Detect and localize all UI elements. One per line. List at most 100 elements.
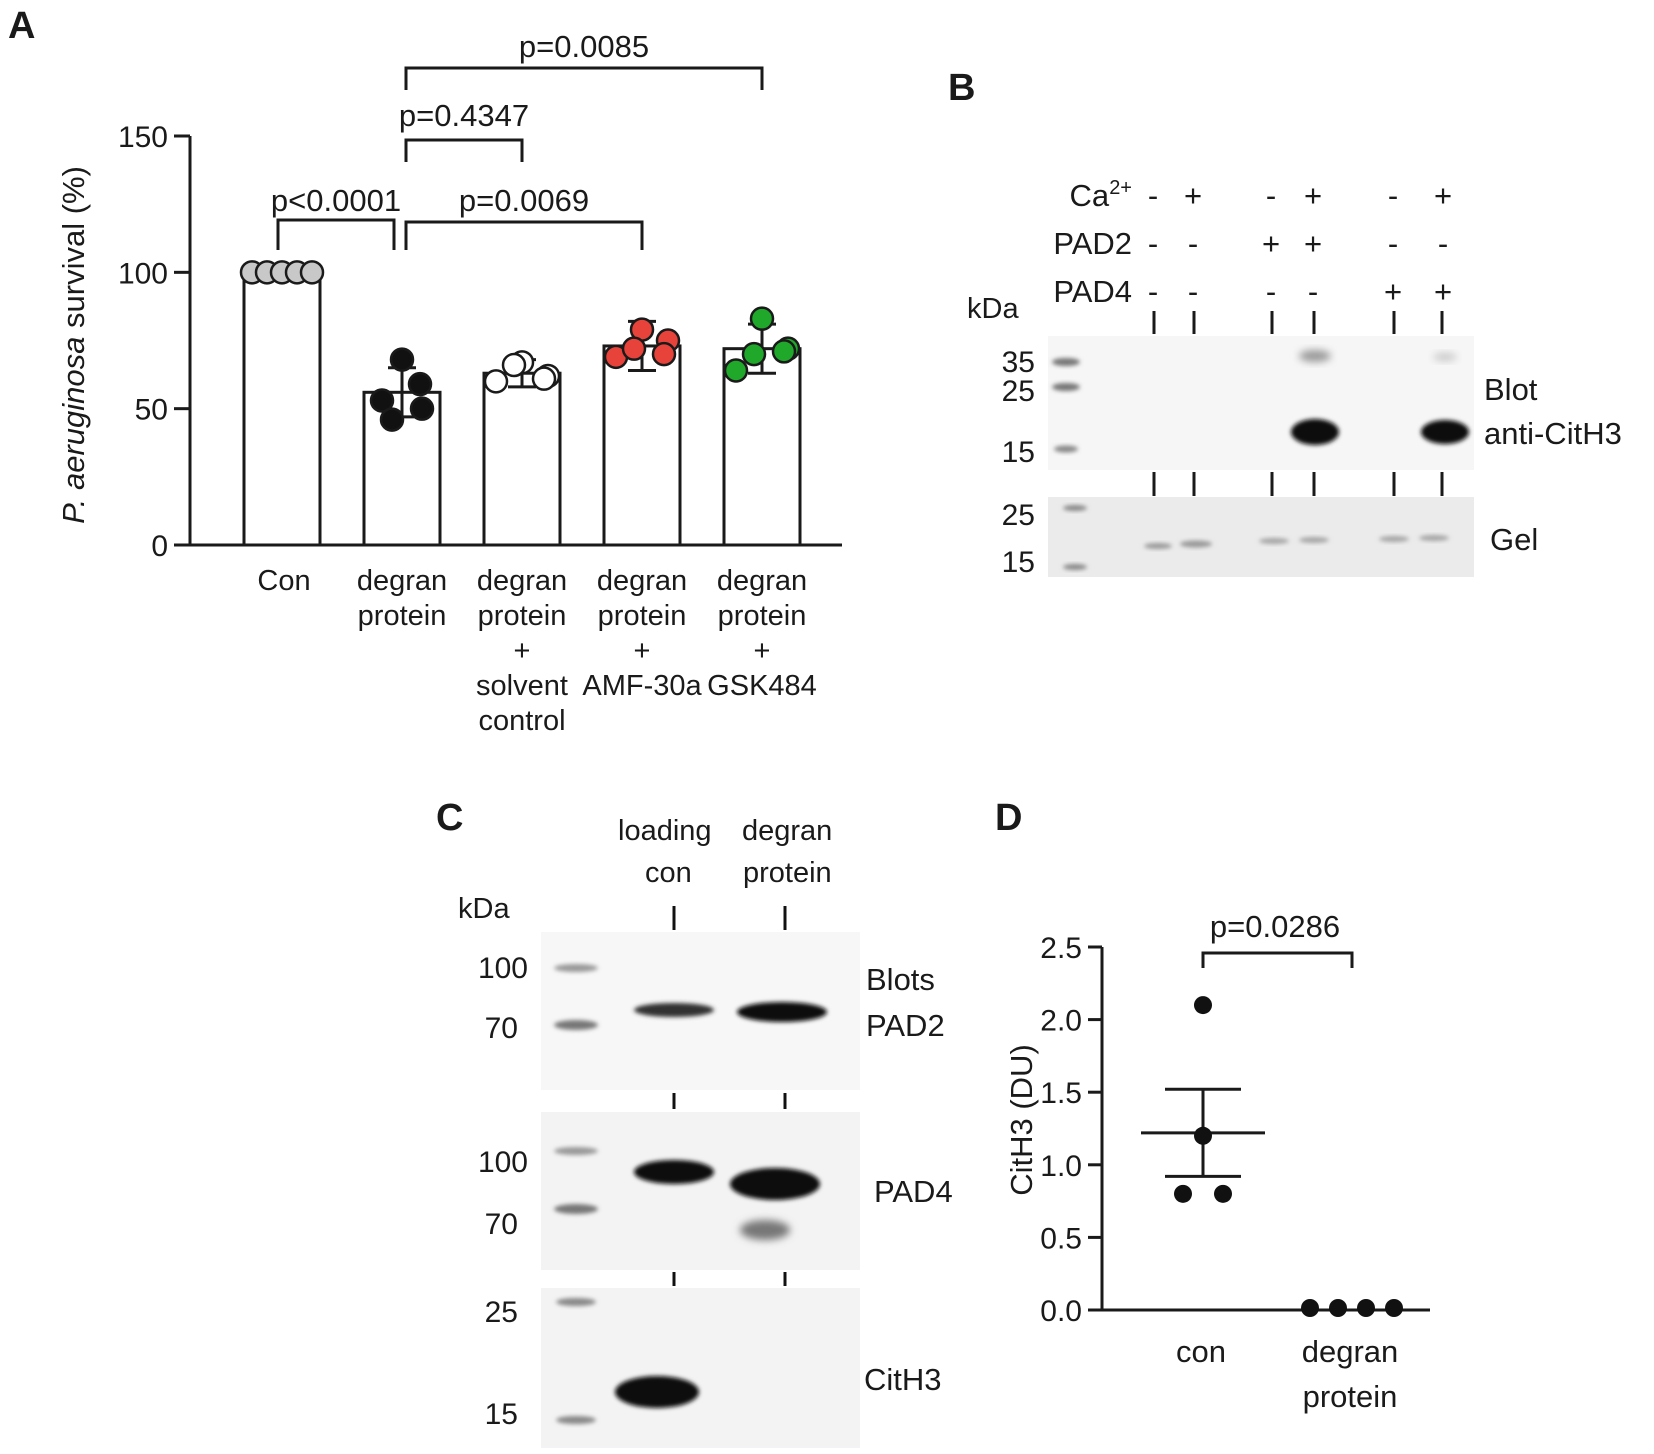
blot-b-sign: - (1266, 178, 1276, 213)
blot-b-bands (1291, 350, 1469, 445)
chart-d-x-labels: con degran protein (1176, 1334, 1398, 1414)
chart-a-x-tick-label: protein (718, 600, 807, 632)
chart-a-point (501, 352, 527, 378)
blot-c-label-pad4: PAD4 (874, 1174, 953, 1209)
chart-a-point (771, 339, 797, 364)
chart-a-bar (242, 270, 322, 547)
chart-d-y-tick-label: 1.5 (1040, 1077, 1082, 1110)
blot-c-cith3-marker-25: 25 (485, 1296, 518, 1329)
blot-c-ladders (554, 964, 598, 1424)
blot-b-label-blot: Blot (1484, 372, 1538, 407)
blot-b-lane-ticks (1152, 311, 1444, 496)
chart-a-x-tick-label: control (478, 705, 565, 737)
chart-a-comparison-pvalue: p<0.0001 (271, 183, 401, 218)
chart-a-x-tick-label: solvent (476, 670, 568, 702)
chart-d-point (1214, 1184, 1232, 1203)
blot-c-pad2-marker-100: 100 (478, 952, 528, 985)
chart-d-point (1194, 996, 1212, 1015)
panel-label-c: C (436, 797, 463, 839)
blot-c-lane2-line2: protein (743, 857, 832, 889)
chart-a-comparison-pvalue: p=0.4347 (399, 98, 529, 133)
blot-b-kda-label: kDa (967, 293, 1019, 325)
chart-a-point (651, 341, 677, 367)
blot-b-row-label: PAD4 (1053, 274, 1132, 309)
chart-a-x-tick-label: protein (478, 600, 567, 632)
blot-b-sign: - (1308, 274, 1318, 309)
chart-a-y-label-italic: P. aeruginosa (56, 337, 91, 524)
blot-b-row-label-text: PAD2 (1053, 226, 1132, 261)
chart-a-x-tick-label: GSK484 (707, 670, 817, 702)
chart-a-x-tick-label: degran (477, 565, 567, 597)
chart-a-x-tick-label: AMF-30a (582, 670, 702, 702)
chart-a-bar (602, 344, 682, 547)
blot-b-sign: + (1304, 226, 1322, 261)
chart-a-point (531, 366, 557, 391)
blot-b-sign: - (1388, 226, 1398, 261)
blot-b-row-label: PAD2 (1053, 226, 1132, 261)
chart-a-bar (482, 371, 562, 547)
chart-a-x-tick-label: + (514, 635, 531, 667)
chart-a-point (621, 336, 647, 361)
blot-c-pad2-marker-70: 70 (485, 1012, 518, 1045)
chart-a-bars (242, 270, 802, 547)
chart-a-x-tick-label: degran (597, 565, 687, 597)
chart-a-comparison-pvalue: p=0.0085 (519, 29, 649, 64)
chart-a-x-tick-label: protein (358, 600, 447, 632)
blot-b-sign: - (1148, 226, 1158, 261)
chart-a: P. aeruginosa survival (%) 0 50 100 150 p<0… (56, 29, 842, 737)
blot-b-sign: - (1148, 274, 1158, 309)
chart-d-point (1357, 1299, 1375, 1317)
chart-a-comparison-bracket (404, 220, 644, 250)
blot-c-bands (615, 1002, 827, 1408)
blot-b-sign: - (1188, 226, 1198, 261)
chart-d-axes: 0.0 0.5 1.0 1.5 2.0 2.5 (1040, 932, 1430, 1328)
chart-d-point (1174, 1184, 1192, 1203)
chart-d-y-tick-label: 2.0 (1040, 1005, 1082, 1038)
blot-b-sign: - (1188, 274, 1198, 309)
chart-d-y-axis-label: CitH3 (DU) (1004, 1044, 1039, 1196)
blot-b-membrane (1048, 336, 1474, 470)
chart-a-comparison-pvalue: p=0.0069 (459, 183, 589, 218)
panel-label-b: B (948, 67, 975, 109)
blot-b-row-label: Ca2+ (1070, 177, 1132, 213)
blot-c-pad4-marker-100: 100 (478, 1146, 528, 1179)
blot-panel-b: Ca2+ - + - + - +PAD2- - + + - -PAD4- - - - + + kDa (967, 177, 1622, 579)
chart-a-x-tick-label: degran (717, 565, 807, 597)
chart-a-comparison-bracket (276, 218, 396, 250)
chart-a-x-labels: Con degranproteindegranprotein+solventcon… (257, 565, 816, 737)
blot-b-gel-marker-15: 15 (1002, 546, 1035, 579)
blot-b-label-antibody: anti-CitH3 (1484, 416, 1622, 451)
chart-a-y-tick-label: 150 (118, 121, 168, 154)
chart-a-point (389, 347, 415, 372)
blot-c-cith3-marker-15: 15 (485, 1398, 518, 1431)
blot-b-gel-marker-25: 25 (1002, 499, 1035, 532)
chart-a-x-tick-label: + (754, 635, 771, 667)
chart-d-y-tick-label: 2.5 (1040, 932, 1082, 965)
blot-b-sign: - (1388, 178, 1398, 213)
chart-d: CitH3 (DU) 0.0 0.5 1.0 1.5 2.0 2.5 p=0.0286 c… (1004, 909, 1430, 1414)
blot-b-ladder (1052, 358, 1080, 453)
blot-b-sign: + (1384, 274, 1402, 309)
chart-a-points (239, 260, 801, 432)
chart-a-point (483, 369, 509, 394)
chart-a-point (299, 260, 325, 285)
blot-b-row-label-text: PAD4 (1053, 274, 1132, 309)
chart-a-y-axis-label: P. aeruginosa survival (%) (56, 166, 91, 524)
chart-d-comparison-bracket (1201, 951, 1354, 968)
blot-b-sign: + (1434, 274, 1452, 309)
blot-b-gel (1048, 497, 1474, 577)
chart-a-point (749, 306, 775, 331)
blot-c-pad4-marker-70: 70 (485, 1208, 518, 1241)
blot-b-gel-bands (1144, 535, 1449, 549)
chart-d-x-tick-label: protein (1303, 1379, 1398, 1414)
blot-b-sign: + (1184, 178, 1202, 213)
chart-a-comparisons: p<0.0001 p=0.0069 p=0.4347 p=0.0085 (271, 29, 764, 250)
blot-c-lane-ticks (672, 906, 787, 1286)
chart-a-x-tick-label: degran (357, 565, 447, 597)
chart-d-y-tick-label: 0.5 (1040, 1222, 1082, 1255)
chart-a-point (741, 341, 767, 367)
chart-a-point (369, 388, 395, 413)
blot-b-sign: + (1434, 178, 1452, 213)
